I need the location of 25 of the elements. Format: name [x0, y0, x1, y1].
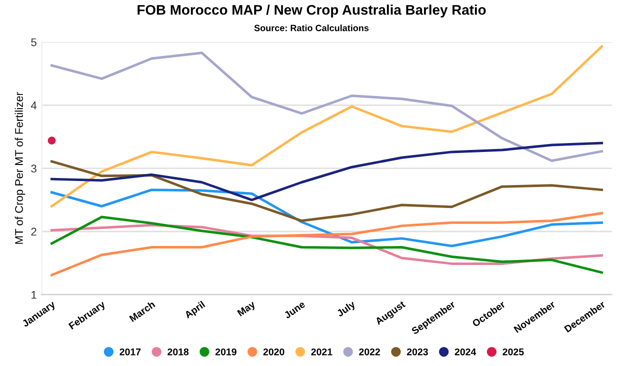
legend-label: 2021: [311, 348, 332, 356]
legend-label: 2017: [120, 348, 141, 356]
legend-label: 2020: [263, 348, 284, 356]
line-series: [50, 188, 604, 248]
x-tick-label: July: [336, 300, 357, 319]
legend-label: 2018: [168, 348, 189, 356]
legend-label: 2022: [359, 348, 380, 356]
line-series: [50, 160, 604, 222]
y-axis-title: MT of Crop Per MT of Fertilizer: [14, 92, 26, 244]
legend-label: 2023: [406, 348, 428, 356]
y-tick-label: 4: [30, 102, 37, 110]
y-tick-label: 5: [31, 38, 36, 46]
line-series: [50, 142, 604, 202]
x-tick-label: June: [284, 300, 306, 319]
legend-label: 2019: [215, 348, 236, 356]
y-tick-label: 2: [31, 228, 36, 236]
legend-label: 2024: [454, 348, 476, 356]
legend-label: 2025: [502, 348, 524, 356]
line-series: [50, 52, 604, 162]
chart-subtitle: Source: Ratio Calculations: [254, 24, 369, 32]
line-series: [50, 45, 604, 208]
y-tick-label: 1: [32, 291, 36, 299]
y-tick-label: 3: [31, 164, 36, 172]
x-tick-label: May: [237, 300, 257, 318]
chart-title: FOB Morocco MAP / New Crop Australia Barley Ratio: [138, 4, 486, 18]
